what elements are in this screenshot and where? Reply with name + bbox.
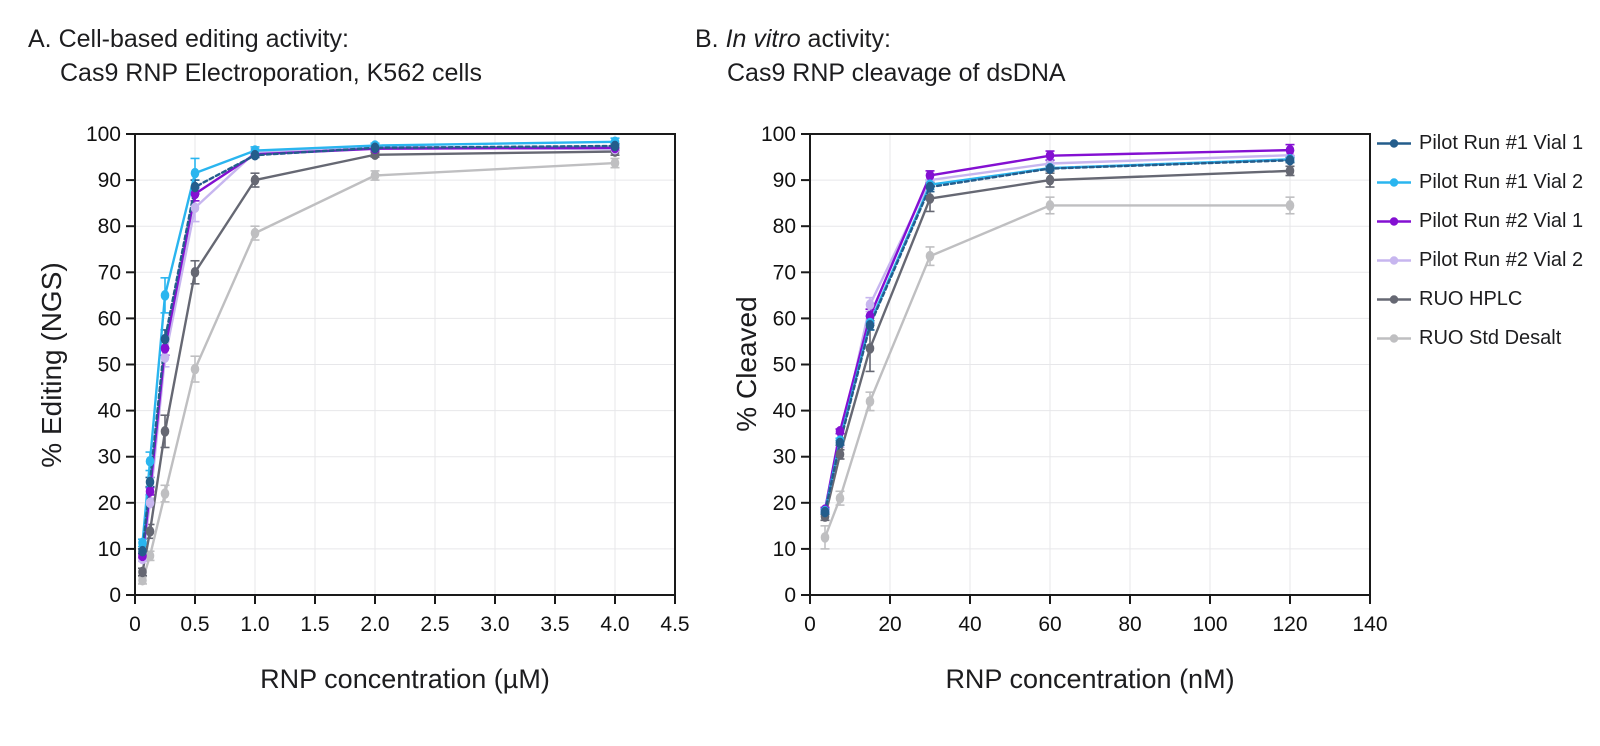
legend-line-dot-icon	[1377, 334, 1411, 343]
svg-text:0: 0	[784, 584, 796, 607]
panel-b-title-line2: Cas9 RNP cleavage of dsDNA	[727, 59, 1066, 87]
chart-b-plot: 0 20 40 60 80 100 120 140 0 10 20 30 40 50 60 70 80 90 100	[761, 123, 1388, 636]
legend-item: Pilot Run #2 Vial 1	[1376, 202, 1583, 241]
svg-text:60: 60	[98, 307, 121, 330]
x-axis-label-a: RNP concentration (µM)	[260, 664, 550, 694]
x-axis-label-b: RNP concentration (nM)	[945, 664, 1235, 694]
svg-text:80: 80	[98, 215, 121, 238]
svg-text:100: 100	[761, 123, 796, 146]
svg-text:30: 30	[773, 446, 796, 469]
svg-text:0.5: 0.5	[180, 613, 209, 636]
svg-text:4.0: 4.0	[600, 613, 629, 636]
legend-line-dot-icon	[1377, 256, 1411, 265]
svg-text:60: 60	[773, 307, 796, 330]
svg-text:40: 40	[98, 400, 121, 423]
svg-text:2.5: 2.5	[420, 613, 449, 636]
svg-text:30: 30	[98, 446, 121, 469]
svg-text:20: 20	[878, 613, 901, 636]
legend-item: Pilot Run #1 Vial 1	[1376, 124, 1583, 163]
svg-text:2.0: 2.0	[360, 613, 389, 636]
legend-line-dot-icon	[1377, 217, 1411, 226]
svg-text:0: 0	[129, 613, 141, 636]
legend-item-label: Pilot Run #2 Vial 2	[1419, 249, 1584, 271]
panel-b-title-line1: B. In vitro activity:	[695, 22, 1066, 56]
legend-item-label: Pilot Run #2 Vial 1	[1419, 210, 1584, 232]
legend-line-dot-icon	[1377, 295, 1411, 304]
legend-item-label: Pilot Run #1 Vial 2	[1419, 171, 1584, 193]
svg-text:3.5: 3.5	[540, 613, 569, 636]
legend-item-label: RUO Std Desalt	[1419, 327, 1562, 349]
svg-text:1.0: 1.0	[240, 613, 269, 636]
svg-text:40: 40	[773, 400, 796, 423]
panel-a-title: A. Cell-based editing activity: Cas9 RNP…	[28, 22, 482, 90]
svg-text:140: 140	[1352, 613, 1387, 636]
svg-text:120: 120	[1272, 613, 1307, 636]
panel-a-title-line1: A. Cell-based editing activity:	[28, 22, 482, 56]
panel-a-title-rest: Cell-based editing activity:	[58, 25, 349, 53]
legend: Pilot Run #1 Vial 1 Pilot Run #1 Vial 2 …	[1376, 124, 1583, 358]
svg-text:90: 90	[98, 169, 121, 192]
svg-text:1.5: 1.5	[300, 613, 329, 636]
chart-a-plot: 0 0.5 1.0 1.5 2.0 2.5 3.0 3.5 4.0 4.5 0 10 20 30 40 50 6…	[86, 123, 690, 636]
svg-text:100: 100	[86, 123, 121, 146]
svg-text:20: 20	[773, 492, 796, 515]
svg-text:0: 0	[804, 613, 816, 636]
panel-a-title-line2: Cas9 RNP Electroporation, K562 cells	[60, 59, 482, 87]
legend-line-dot-icon	[1377, 139, 1411, 148]
svg-text:80: 80	[773, 215, 796, 238]
svg-text:0: 0	[109, 584, 121, 607]
svg-text:20: 20	[98, 492, 121, 515]
svg-text:50: 50	[773, 354, 796, 377]
legend-line-dot-icon	[1377, 178, 1411, 187]
panel-b-title-prefix: B.	[695, 25, 726, 53]
panel-b-title: B. In vitro activity: Cas9 RNP cleavage …	[695, 22, 1066, 90]
svg-text:70: 70	[773, 261, 796, 284]
svg-text:3.0: 3.0	[480, 613, 509, 636]
panel-b-title-rest: activity:	[800, 25, 891, 53]
svg-text:60: 60	[1038, 613, 1061, 636]
svg-text:90: 90	[773, 169, 796, 192]
legend-item: Pilot Run #1 Vial 2	[1376, 163, 1583, 202]
svg-text:4.5: 4.5	[660, 613, 689, 636]
panel-b-title-italic: In vitro	[725, 25, 801, 53]
svg-text:70: 70	[98, 261, 121, 284]
legend-item: RUO HPLC	[1376, 280, 1583, 319]
svg-text:10: 10	[773, 538, 796, 561]
svg-text:80: 80	[1118, 613, 1141, 636]
svg-text:10: 10	[98, 538, 121, 561]
panel-a-title-prefix: A.	[28, 25, 59, 53]
legend-item: RUO Std Desalt	[1376, 319, 1583, 358]
svg-text:100: 100	[1192, 613, 1227, 636]
legend-item-label: Pilot Run #1 Vial 1	[1419, 132, 1584, 154]
svg-text:40: 40	[958, 613, 981, 636]
legend-item: Pilot Run #2 Vial 2	[1376, 241, 1583, 280]
legend-item-label: RUO HPLC	[1419, 288, 1523, 310]
svg-text:50: 50	[98, 354, 121, 377]
